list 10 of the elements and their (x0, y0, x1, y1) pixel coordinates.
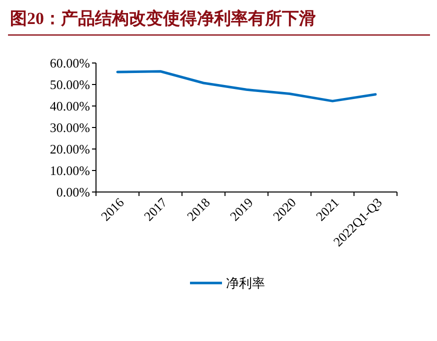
y-tick-label: 40.00% (50, 98, 90, 114)
y-tick-label: 20.00% (50, 142, 90, 157)
y-tick-label: 0.00% (56, 184, 90, 200)
legend-label: 净利率 (226, 276, 265, 291)
line-series (116, 70, 377, 102)
y-tick-label: 30.00% (50, 120, 90, 136)
y-tick-label: 10.00% (50, 163, 90, 178)
y-tick-label: 50.00% (50, 77, 90, 92)
chart-title: 图20：产品结构改变使得净利率有所下滑 (10, 9, 316, 28)
y-tick-label: 60.00% (50, 56, 90, 71)
